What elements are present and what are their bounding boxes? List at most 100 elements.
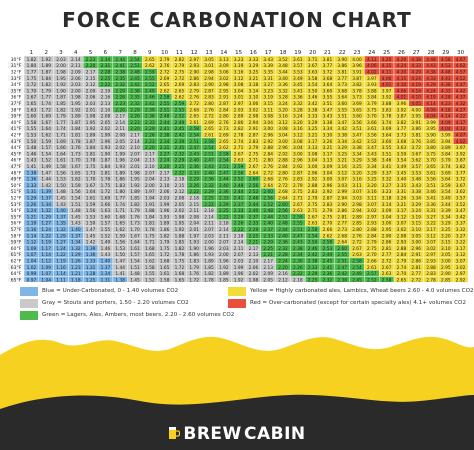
cell-value: 3.15	[441, 240, 451, 246]
cell-value: 3.82	[456, 164, 466, 170]
temp-label-cell	[8, 263, 24, 271]
cell-value: 1.56	[71, 189, 81, 195]
cell-value: 3.29	[249, 63, 259, 69]
cell-value: 1.51	[130, 265, 140, 271]
cell-value: 3.61	[426, 170, 436, 176]
cell-value: 2.86	[189, 76, 199, 82]
temp-label: 36°F	[11, 95, 22, 101]
cell-value: 1.71	[145, 240, 155, 246]
cell-value: 1.69	[41, 114, 51, 120]
cell-value: 2.25	[175, 164, 185, 170]
cell-value: 2.40	[278, 233, 288, 239]
cell-value: 2.94	[352, 208, 362, 214]
temp-label: 48°F	[11, 170, 22, 176]
temp-label-cell	[8, 163, 24, 170]
cell-value: 2.47	[189, 145, 199, 151]
temp-label-cell	[8, 150, 24, 157]
cell-value: 3.29	[337, 145, 347, 151]
cell-value: 2.44	[263, 214, 273, 220]
temp-label-cell	[8, 270, 24, 277]
cell-value: 3.25	[337, 151, 347, 157]
cell-value: 2.26	[145, 133, 155, 139]
cell-value: 3.00	[263, 126, 273, 132]
cell-value: 4.29	[397, 57, 407, 63]
cell-value: 1.62	[115, 227, 125, 233]
legend-item-red: Red = Over-carbonated (except for certai…	[228, 298, 466, 308]
cell-value: 4.02	[456, 139, 466, 145]
cell-value: 3.53	[293, 70, 303, 76]
cell-value: 2.51	[189, 139, 199, 145]
cell-value: 4.29	[426, 82, 436, 88]
footer-bubble	[403, 363, 407, 367]
cell-value: 2.26	[130, 114, 140, 120]
cell-value: 1.52	[41, 158, 51, 164]
cell-value: 3.54	[441, 189, 451, 195]
cell-value: 1.69	[101, 196, 111, 202]
cell-value: 3.74	[382, 120, 392, 126]
cell-value: 3.13	[219, 57, 229, 63]
cell-value: 1.82	[27, 57, 37, 63]
cell-value: 3.42	[352, 139, 362, 145]
cell-value: 2.13	[101, 101, 111, 107]
temp-label-cell	[8, 276, 24, 282]
cell-value: 1.81	[86, 151, 96, 157]
cell-value: 2.36	[145, 114, 155, 120]
footer-bubble	[297, 366, 303, 372]
cell-value: 2.40	[263, 221, 273, 227]
cell-value: 2.39	[145, 107, 155, 113]
cell-value: 3.36	[278, 82, 288, 88]
cell-value: 2.86	[234, 120, 244, 126]
cell-value: 3.94	[441, 139, 451, 145]
cell-value: 4.19	[411, 82, 421, 88]
cell-value: 2.75	[293, 189, 303, 195]
cell-value: 3.88	[367, 88, 377, 94]
psi-header: 1	[30, 50, 34, 56]
cell-value: 1.40	[101, 259, 111, 265]
cell-value: 1.47	[86, 227, 96, 233]
cell-value: 3.57	[411, 164, 421, 170]
cell-value: 1.98	[130, 170, 140, 176]
cell-value: 1.79	[189, 265, 199, 271]
cell-value: 2.01	[189, 227, 199, 233]
cell-value: 2.37	[263, 227, 273, 233]
cell-value: 2.59	[293, 214, 303, 220]
temp-label: 35°F	[11, 88, 22, 94]
cell-value: 2.41	[234, 196, 244, 202]
cell-value: 1.59	[115, 233, 125, 239]
cell-value: 1.26	[27, 202, 37, 208]
cell-value: 2.85	[441, 277, 451, 282]
cell-value: 2.14	[204, 214, 214, 220]
cell-value: 1.37	[56, 214, 66, 220]
cell-value: 2.95	[441, 265, 451, 271]
temp-label-cell	[8, 213, 24, 220]
cell-value: 1.64	[41, 126, 51, 132]
cell-value: 1.21	[71, 271, 81, 277]
cell-value: 4.15	[382, 63, 392, 69]
cell-value: 1.72	[27, 82, 37, 88]
cell-value: 3.21	[323, 145, 333, 151]
cell-value: 3.78	[382, 114, 392, 120]
cell-value: 2.29	[145, 126, 155, 132]
cell-value: 1.75	[27, 76, 37, 82]
cell-value: 1.76	[71, 145, 81, 151]
cell-value: 4.53	[441, 63, 451, 69]
cell-value: 2.68	[263, 177, 273, 183]
cell-value: 1.61	[86, 196, 96, 202]
cell-value: 3.08	[234, 82, 244, 88]
cell-value: 1.74	[41, 101, 51, 107]
cell-value: 4.18	[441, 107, 451, 113]
cell-value: 1.07	[27, 252, 37, 258]
cell-value: 4.20	[397, 70, 407, 76]
cell-value: 4.52	[456, 76, 466, 82]
cell-value: 2.70	[323, 221, 333, 227]
cell-value: 3.28	[278, 95, 288, 101]
cell-value: 2.13	[263, 265, 273, 271]
cell-value: 2.21	[249, 240, 259, 246]
psi-header: 16	[250, 50, 257, 56]
cell-value: 1.79	[130, 208, 140, 214]
temp-label-cell	[8, 125, 24, 132]
cell-value: 1.50	[27, 139, 37, 145]
cell-value: 4.02	[367, 70, 377, 76]
cell-value: 3.46	[426, 189, 436, 195]
cell-value: 2.54	[130, 57, 140, 63]
